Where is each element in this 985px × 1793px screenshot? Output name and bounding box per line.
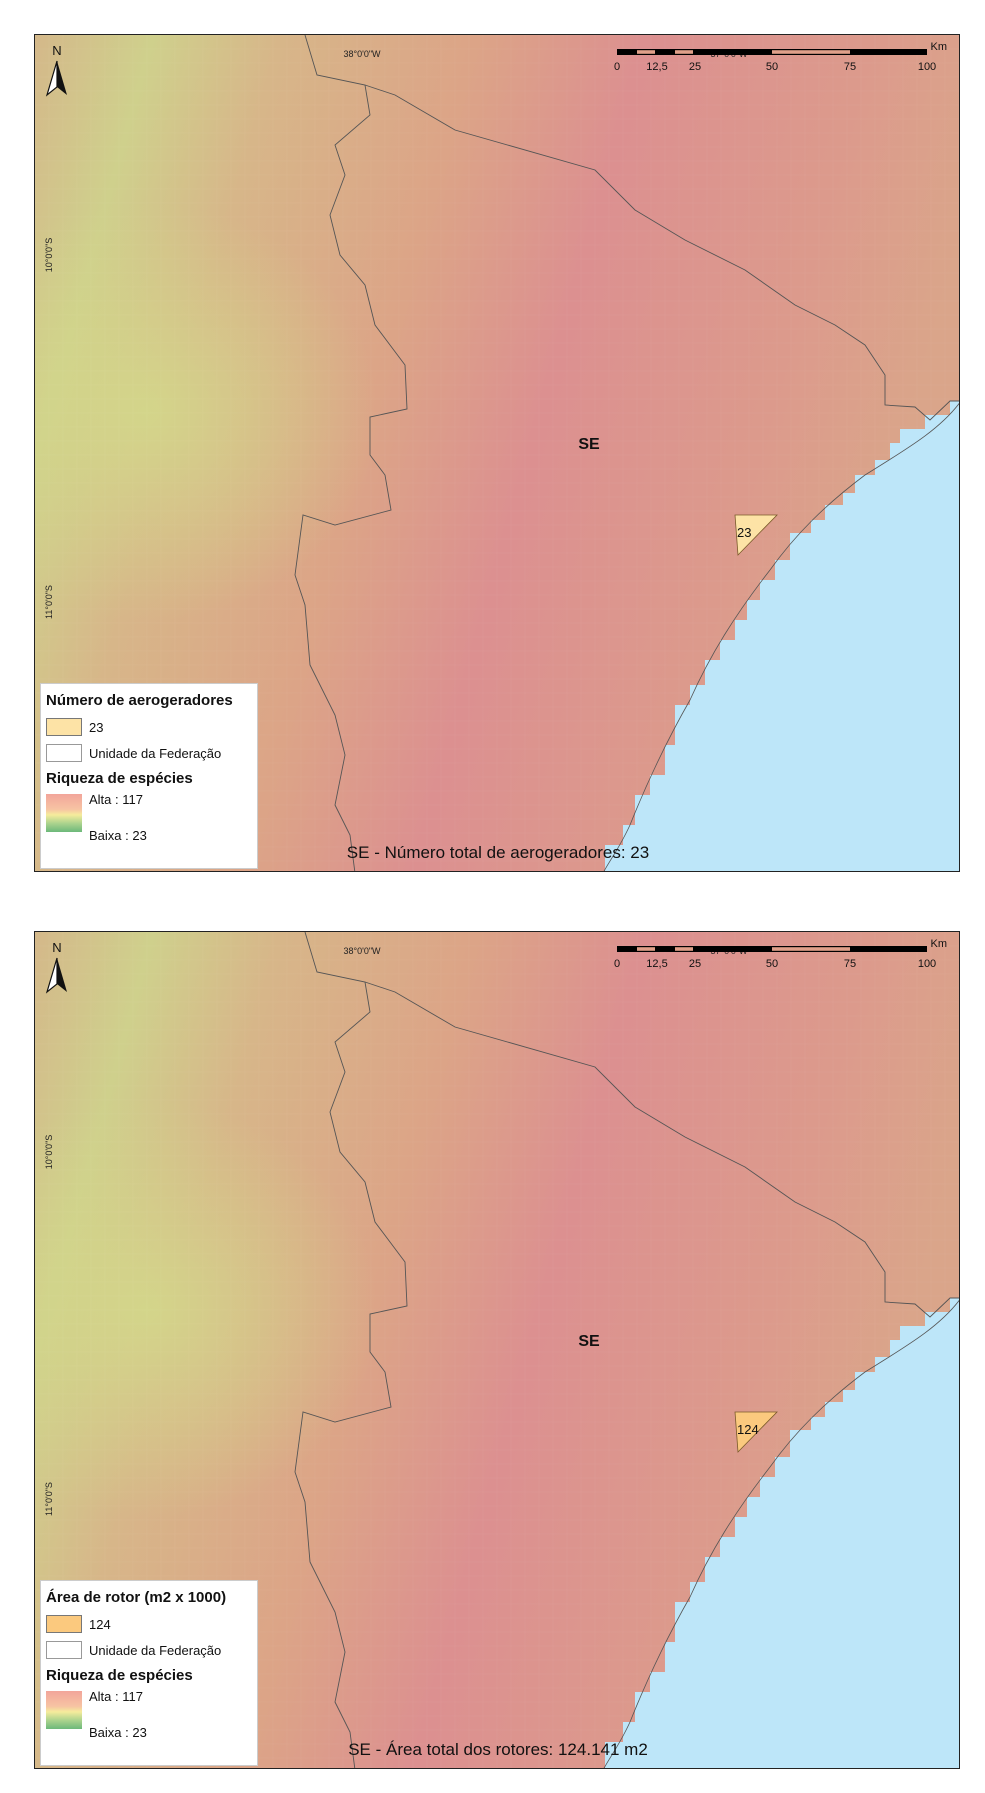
scale-bar: Km 0 12,5 25 50 75 100: [613, 41, 948, 79]
scale-bar: Km 0 12,5 25 50 75 100: [613, 938, 948, 976]
legend-low-label: Baixa : 23: [89, 828, 147, 843]
coastline: [603, 1299, 959, 1768]
scale-bar-graphic: [617, 49, 927, 55]
legend-boundary-label: Unidade da Federação: [89, 746, 222, 761]
north-letter: N: [52, 43, 62, 58]
scale-tick: 50: [765, 958, 779, 970]
scale-tick: 100: [917, 61, 937, 73]
map-caption: SE - Número total de aerogeradores: 23: [346, 843, 650, 862]
longitude-label-west: 38°0'0"W: [343, 946, 381, 956]
scale-tick: 50: [765, 61, 779, 73]
scale-tick: 12,5: [646, 958, 668, 970]
north-letter: N: [52, 940, 62, 955]
map-legend: Número de aerogeradores 23 Unidade da Fe…: [40, 683, 258, 869]
scale-tick: 75: [843, 958, 857, 970]
turbine-value-label: 23: [737, 525, 752, 540]
map-caption: SE - Área total dos rotores: 124.141 m2: [348, 1740, 648, 1759]
scale-tick: 75: [843, 61, 857, 73]
state-label: SE: [578, 1333, 600, 1350]
state-label: SE: [578, 436, 600, 453]
north-arrow-icon: [45, 60, 67, 97]
scale-tick: 25: [688, 61, 702, 73]
legend-color-ramp: [46, 1691, 82, 1729]
north-arrow: N: [45, 43, 69, 99]
legend-boundary-swatch: [46, 1641, 82, 1659]
latitude-label-north: 10°0'0"S: [44, 1134, 54, 1170]
legend-richness-title: Riqueza de espécies: [46, 1667, 193, 1684]
richness-raster-map: [35, 932, 959, 1768]
legend-layer-value: 23: [89, 720, 104, 735]
legend-color-ramp: [46, 794, 82, 832]
scale-tick: 25: [688, 958, 702, 970]
latitude-label-south: 11°0'0"S: [44, 1482, 54, 1516]
scale-bar-graphic: [617, 946, 927, 952]
latitude-label-north: 10°0'0"S: [44, 237, 54, 273]
legend-layer-swatch: [46, 718, 82, 736]
state-boundary-line: [294, 932, 959, 1768]
scale-tick: 0: [613, 958, 621, 970]
turbine-value-label: 124: [737, 1422, 759, 1437]
coastline: [603, 402, 959, 871]
scale-tick: 100: [917, 958, 937, 970]
legend-layer-title: Área de rotor (m2 x 1000): [46, 1589, 227, 1606]
scale-tick: 0: [613, 61, 621, 73]
legend-layer-title: Número de aerogeradores: [46, 692, 233, 709]
legend-boundary-label: Unidade da Federação: [89, 1643, 222, 1658]
legend-boundary-swatch: [46, 744, 82, 762]
north-arrow-icon: [45, 957, 67, 994]
map-panel-rotor-area: 38°0'0"W 37°0'0"W 10°0'0"S 11°0'0"S N Km…: [34, 931, 960, 1769]
longitude-label-west: 38°0'0"W: [343, 49, 381, 59]
legend-high-label: Alta : 117: [89, 792, 143, 807]
scale-tick: 12,5: [646, 61, 668, 73]
ocean-area: [605, 401, 959, 871]
map-legend: Área de rotor (m2 x 1000) 124 Unidade da…: [40, 1580, 258, 1766]
state-boundary-line: [294, 35, 959, 871]
legend-layer-value: 124: [89, 1617, 111, 1632]
map-panel-turbine-count: 38°0'0"W 37°0'0"W 10°0'0"S 11°0'0"S N Km…: [34, 34, 960, 872]
turbine-polygon[interactable]: [734, 1411, 778, 1453]
legend-richness-title: Riqueza de espécies: [46, 770, 193, 787]
legend-low-label: Baixa : 23: [89, 1725, 147, 1740]
turbine-polygon[interactable]: [734, 514, 778, 556]
north-arrow: N: [45, 940, 69, 996]
scale-unit: Km: [930, 938, 948, 950]
legend-layer-swatch: [46, 1615, 82, 1633]
ocean-area: [605, 1298, 959, 1768]
latitude-label-south: 11°0'0"S: [44, 585, 54, 619]
legend-high-label: Alta : 117: [89, 1689, 143, 1704]
scale-unit: Km: [930, 41, 948, 53]
